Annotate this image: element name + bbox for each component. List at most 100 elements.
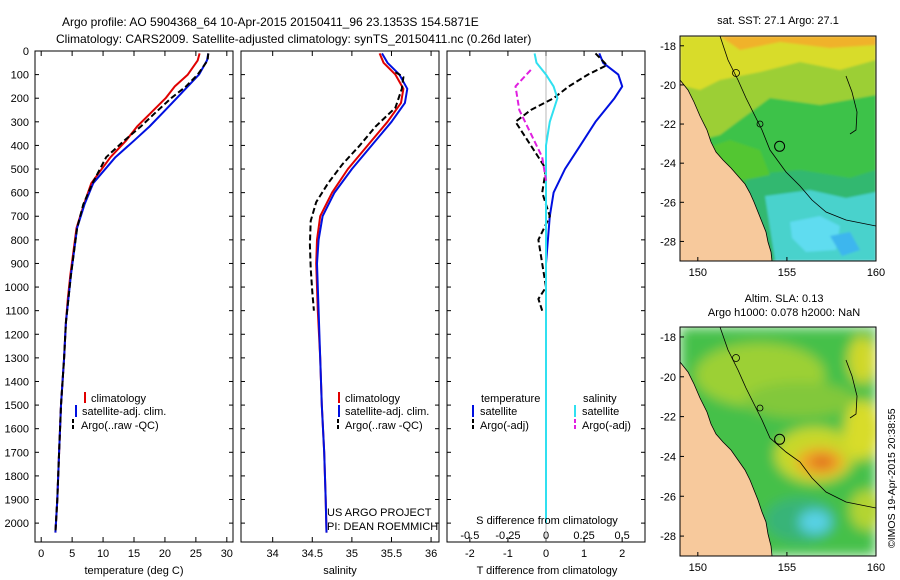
series-line-argo-raw-qc- — [308, 71, 405, 311]
depth-tick-label: 1900 — [5, 495, 29, 507]
depth-tick-label: 1200 — [5, 329, 29, 341]
sst-contour-reef — [845, 75, 858, 135]
depth-tick-label: 500 — [11, 164, 29, 176]
title-line2: Climatology: CARS2009. Satellite-adjuste… — [56, 32, 531, 46]
sla-map-title2: Argo h1000: 0.078 h2000: NaN — [708, 307, 860, 319]
map-y-tick-label: -22 — [660, 412, 676, 424]
legend-label-climatology: climatology — [345, 393, 401, 405]
sla-contour-reef — [845, 359, 858, 419]
depth-axis: 0 100 200 300 400 500 600 700 800 900 1000 1100 1200… — [5, 46, 29, 530]
depth-tick-label: 600 — [11, 188, 29, 200]
sst-axes: 150 155 160 -18 -20 -22 -24 -26 -28 — [660, 41, 885, 279]
depth-tick-label: 1600 — [5, 424, 29, 436]
sst-contour-ring-2 — [756, 120, 764, 128]
legend-label-argo: Argo(..raw -QC) — [81, 420, 159, 432]
depth-tick-label: 1400 — [5, 376, 29, 388]
x-tick-label: 25 — [190, 548, 202, 560]
sst-profile-marker — [774, 140, 786, 152]
sst-land — [680, 79, 773, 261]
legend-label-satellite: satellite-adj. clim. — [82, 406, 166, 418]
x-tick-label: 1 — [581, 548, 587, 560]
difference-plot: -2 -1 0 1 2-0.5 -0.25 0 0.25 0.5 — [447, 50, 645, 560]
difference-xlabel2: S difference from climatology — [476, 515, 618, 527]
map-y-tick-label: -28 — [660, 236, 676, 248]
series-line-t-argo-adj- — [514, 52, 608, 312]
map-y-tick-label: -26 — [660, 197, 676, 209]
depth-tick-label: 1100 — [5, 306, 29, 318]
depth-tick-label: 200 — [11, 93, 29, 105]
x-tick-label: 35.5 — [381, 548, 402, 560]
project-annotation: US ARGO PROJECT — [327, 507, 432, 519]
map-y-tick-label: -18 — [660, 41, 676, 53]
salinity-xlabel: salinity — [323, 565, 357, 577]
x-tick-label: 15 — [128, 548, 140, 560]
sla-map — [680, 327, 876, 556]
legend-header-temperature: temperature — [481, 393, 540, 405]
sla-contour-ring — [732, 354, 740, 362]
x-tick-label: 5 — [69, 548, 75, 560]
map-y-tick-label: -22 — [660, 119, 676, 131]
series-line-argo-raw-qc- — [54, 53, 210, 533]
depth-tick-label: 800 — [11, 235, 29, 247]
depth-tick-label: 0 — [23, 46, 29, 58]
sst-map-title: sat. SST: 27.1 Argo: 27.1 — [717, 15, 839, 27]
sla-contour-ring-2 — [756, 404, 764, 412]
salinity-plot: 34 34.5 35 35.5 36 — [241, 50, 439, 560]
legend-label-s-satellite: satellite — [582, 406, 619, 418]
depth-tick-label: 2000 — [5, 518, 29, 530]
x-tick-label: 10 — [97, 548, 109, 560]
map-y-tick-label: -24 — [660, 158, 676, 170]
series-line-climatology — [54, 53, 201, 533]
legend-label-satellite: satellite-adj. clim. — [345, 406, 429, 418]
sst-contour — [719, 36, 876, 227]
x-tick-label: -1 — [503, 548, 513, 560]
x-tick-label: 20 — [159, 548, 171, 560]
map-y-tick-label: -20 — [660, 372, 676, 384]
sla-profile-marker — [774, 433, 786, 445]
legend-label-s-argo: Argo(-adj) — [582, 420, 631, 432]
sla-land — [680, 361, 773, 556]
sst-contour-ring — [732, 69, 740, 77]
sla-map-title1: Altim. SLA: 0.13 — [745, 293, 824, 305]
x-tick-label-secondary: 0.5 — [615, 530, 630, 542]
depth-tick-label: 400 — [11, 140, 29, 152]
sla-map-frame — [679, 326, 877, 557]
depth-tick-label: 1500 — [5, 400, 29, 412]
series-line-climatology — [315, 53, 405, 533]
map-x-tick-label: 150 — [689, 562, 707, 574]
sla-contour — [719, 327, 876, 509]
depth-tick-label: 1700 — [5, 447, 29, 459]
sla-axes: 150 155 160 -18 -20 -22 -24 -26 -28 — [660, 332, 885, 574]
temperature-plot: 0 5 10 15 20 25 30 — [35, 50, 233, 560]
legend-label-argo: Argo(..raw -QC) — [345, 420, 423, 432]
legend-header-salinity: salinity — [583, 393, 617, 405]
depth-tick-label: 1800 — [5, 471, 29, 483]
x-tick-label: 34 — [267, 548, 279, 560]
map-x-tick-label: 155 — [778, 562, 796, 574]
map-y-tick-label: -18 — [660, 332, 676, 344]
temperature-panel-frame — [34, 50, 234, 543]
imos-stamp: ©IMOS 19-Apr-2015 20:38:55 — [886, 408, 898, 548]
salinity-panel-frame — [240, 50, 440, 543]
legend-label-climatology: climatology — [91, 393, 147, 405]
difference-legend: temperature satellite Argo(-adj) salinit… — [472, 393, 631, 432]
x-tick-label: 35 — [346, 548, 358, 560]
map-x-tick-label: 160 — [867, 267, 885, 279]
series-line-s-argo-adj- — [514, 69, 547, 181]
sst-map — [680, 36, 876, 261]
series-line-satellite-adj-clim- — [54, 53, 210, 533]
x-tick-label: 36 — [425, 548, 437, 560]
x-tick-label: 2 — [619, 548, 625, 560]
series-line-t-satellite — [545, 53, 624, 524]
x-tick-label-secondary: -0.25 — [495, 530, 520, 542]
x-tick-label: 0 — [543, 548, 549, 560]
depth-tick-label: 1300 — [5, 353, 29, 365]
difference-xlabel: T difference from climatology — [477, 565, 618, 577]
temperature-xlabel: temperature (deg C) — [84, 565, 183, 577]
x-tick-label: 34.5 — [302, 548, 323, 560]
series-line-s-satellite — [533, 53, 559, 524]
x-tick-label: 30 — [221, 548, 233, 560]
x-tick-label: -2 — [465, 548, 475, 560]
title-line1: Argo profile: AO 5904368_64 10-Apr-2015 … — [62, 15, 479, 29]
